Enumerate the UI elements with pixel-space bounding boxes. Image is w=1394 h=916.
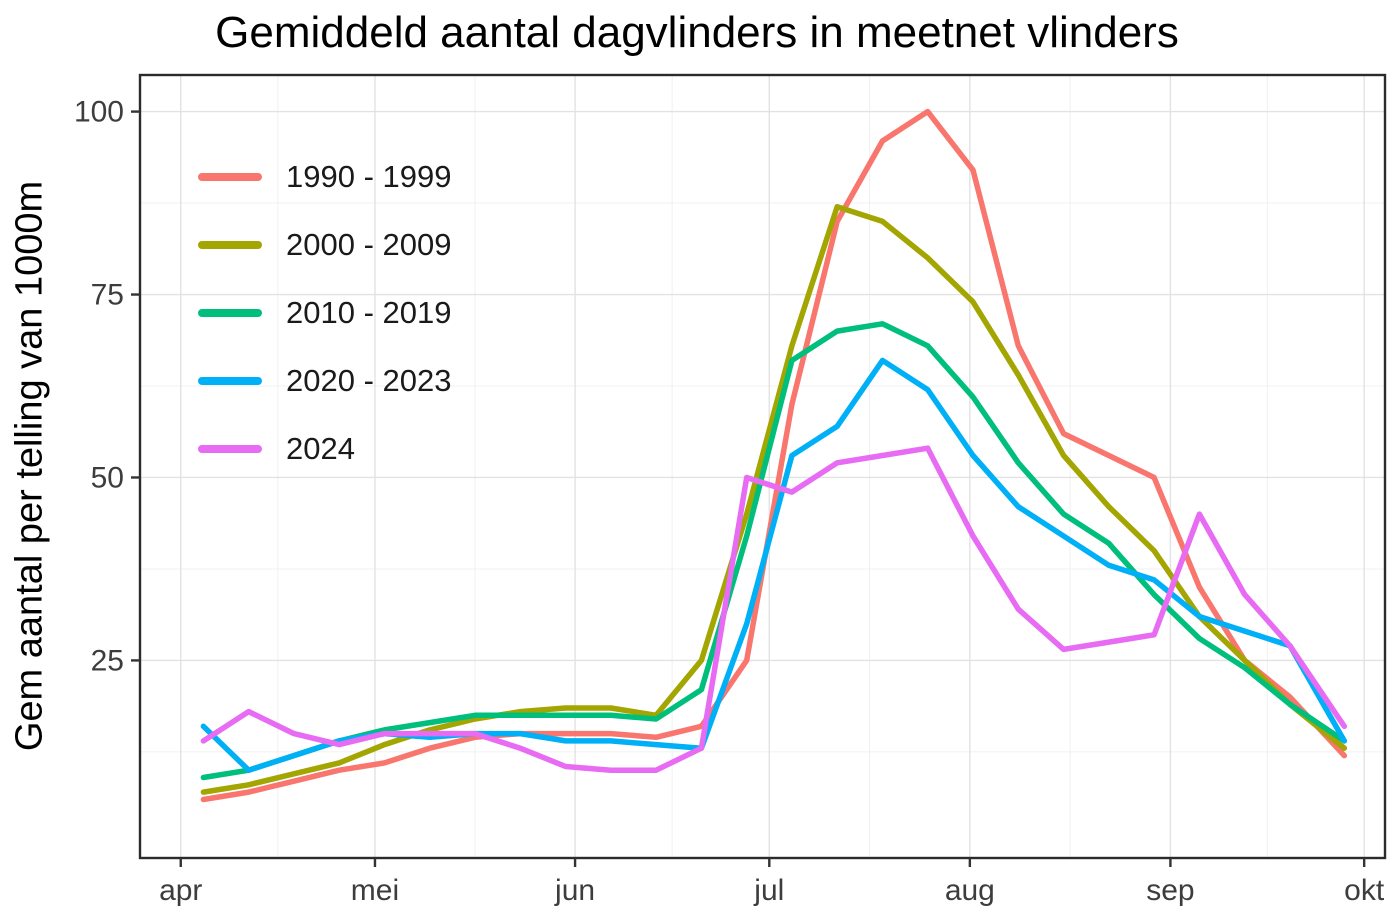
legend-label-2020-2023: 2020 - 2023 [286,363,452,398]
x-tick-label-jun: jun [554,874,595,907]
x-tick-label-mei: mei [351,874,399,907]
chart-title: Gemiddeld aantal dagvlinders in meetnet … [215,8,1179,57]
legend-label-1990-1999: 1990 - 1999 [286,159,452,194]
legend-key-2024 [198,445,262,453]
y-tick-label-100: 100 [74,96,124,129]
x-tick-label-aug: aug [945,874,995,907]
legend-label-2000-2009: 2000 - 2009 [286,227,452,262]
x-tick-label-okt: okt [1344,874,1385,907]
x-tick-label-sep: sep [1146,874,1194,907]
legend: 1990 - 1999 2000 - 2009 2010 - 2019 2020… [198,143,451,483]
y-axis-title: Gem aantal per telling van 1000m [8,180,51,752]
legend-entry-2010-2019: 2010 - 2019 [198,279,451,347]
legend-entry-2024: 2024 [198,415,451,483]
y-tick-label-50: 50 [91,461,124,494]
legend-label-2010-2019: 2010 - 2019 [286,295,452,330]
series-line-2010-2019 [200,321,1348,781]
legend-entry-1990-1999: 1990 - 1999 [198,143,451,211]
legend-label-2024: 2024 [286,431,355,466]
series-line-2000-2009 [200,203,1348,795]
legend-entry-2020-2023: 2020 - 2023 [198,347,451,415]
x-tick-label-jul: jul [753,874,784,907]
x-tick-label-apr: apr [159,874,202,907]
y-tick-label-75: 75 [91,279,124,312]
legend-key-2010-2019 [198,309,262,317]
legend-key-2000-2009 [198,241,262,249]
y-tick-label-25: 25 [91,644,124,677]
legend-key-2020-2023 [198,377,262,385]
legend-entry-2000-2009: 2000 - 2009 [198,211,451,279]
legend-key-1990-1999 [198,173,262,181]
series-line-2024 [200,445,1348,773]
panel-border [138,73,1387,860]
